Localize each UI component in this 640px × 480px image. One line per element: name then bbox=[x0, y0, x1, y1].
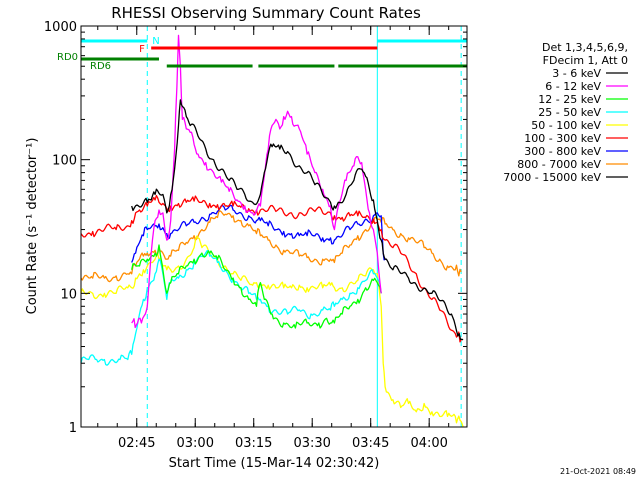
x-tick-label: 02:45 bbox=[118, 436, 155, 451]
y-tick-label: 10 bbox=[60, 287, 77, 302]
legend-header-line-0: Det 1,3,4,5,6,9, bbox=[542, 41, 628, 54]
x-tick-label: 03:15 bbox=[235, 436, 272, 451]
legend-label: 50 - 100 keV bbox=[531, 119, 601, 132]
plot-area: NF RD0 RD6 bbox=[57, 26, 467, 428]
x-axis-label: Start Time (15-Mar-14 02:30:42) bbox=[169, 456, 380, 471]
y-tick-label: 100 bbox=[52, 154, 77, 169]
legend-label: 3 - 6 keV bbox=[552, 67, 601, 80]
x-tick-label: 03:30 bbox=[293, 436, 330, 451]
axes: 1 10 100 1000 02:45 03:00 03:15 03:30 03:45 04:00 bbox=[44, 20, 467, 451]
status-label-f: F bbox=[139, 44, 145, 55]
chart-title: RHESSI Observing Summary Count Rates bbox=[111, 4, 421, 22]
status-label-rd6: RD6 bbox=[90, 61, 111, 72]
legend-label: 100 - 300 keV bbox=[524, 132, 601, 145]
x-tick-label: 04:00 bbox=[410, 436, 447, 451]
series-line-3-6keV bbox=[131, 99, 464, 341]
series-line-100-300keV bbox=[80, 194, 462, 343]
y-tick-label: 1 bbox=[69, 421, 77, 436]
status-label-rd0: RD0 bbox=[57, 52, 78, 63]
legend-label: 25 - 50 keV bbox=[538, 106, 601, 119]
plot-frame bbox=[80, 25, 468, 428]
y-axis-label: Count Rate (s⁻¹ detector⁻¹) bbox=[25, 138, 40, 315]
legend-label: 800 - 7000 keV bbox=[517, 158, 601, 171]
x-tick-label: 03:45 bbox=[352, 436, 389, 451]
legend-header-line-1: FDecim 1, Att 0 bbox=[543, 54, 628, 67]
series-line-50-100keV bbox=[80, 235, 464, 428]
y-tick-label: 1000 bbox=[44, 20, 77, 35]
status-label-n: N bbox=[152, 36, 159, 47]
date-stamp: 21-Oct-2021 08:49 bbox=[560, 467, 636, 476]
legend: Det 1,3,4,5,6,9,FDecim 1, Att 03 - 6 keV… bbox=[503, 41, 628, 184]
legend-label: 6 - 12 keV bbox=[545, 80, 601, 93]
series-line-25-50keV bbox=[80, 249, 382, 366]
series-line-800-7000keV bbox=[80, 210, 462, 283]
legend-label: 12 - 25 keV bbox=[538, 93, 601, 106]
legend-label: 300 - 800 keV bbox=[524, 145, 601, 158]
x-tick-label: 03:00 bbox=[177, 436, 214, 451]
series-line-300-800keV bbox=[131, 204, 386, 263]
legend-label: 7000 - 15000 keV bbox=[503, 171, 601, 184]
series-line-12-25keV bbox=[131, 244, 382, 329]
